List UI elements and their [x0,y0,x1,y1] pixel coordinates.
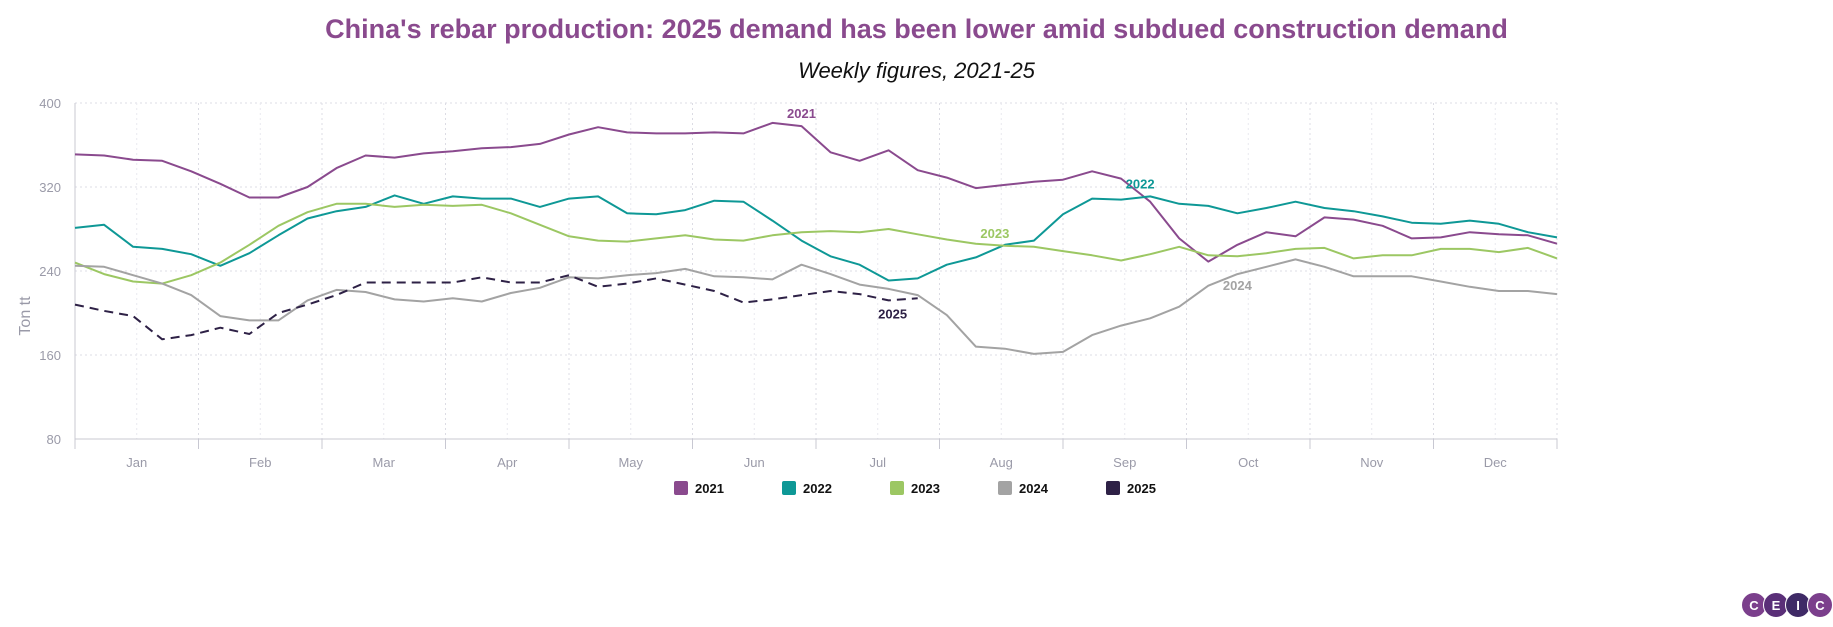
x-tick-label: Jun [744,455,765,470]
logo-letter: C [1741,592,1767,618]
y-axis-title: Ton tt [17,296,34,336]
legend-label-2022: 2022 [803,481,832,496]
series-line-2023 [74,202,1558,285]
x-tick-label: Feb [249,455,271,470]
legend-label-2021: 2021 [695,481,724,496]
x-tick-label: May [618,455,643,470]
x-tick-label: Aug [990,455,1013,470]
series-layer [74,121,1558,355]
series-line-2025 [74,274,918,341]
legend-swatch-2021 [674,481,688,495]
series-annotation-2024: 2024 [1223,278,1253,293]
y-tick-label: 240 [39,264,61,279]
series-line-2022 [74,194,1558,282]
legend-swatch-2022 [782,481,796,495]
x-tick-label: Oct [1238,455,1259,470]
legend-label-2024: 2024 [1019,481,1049,496]
y-tick-label: 400 [39,96,61,111]
y-tick-label: 160 [39,348,61,363]
logo-letter: C [1807,592,1833,618]
chart-title: China's rebar production: 2025 demand ha… [325,14,1508,44]
x-tick-label: Jan [126,455,147,470]
legend-label-2025: 2025 [1127,481,1156,496]
legend-swatch-2025 [1106,481,1120,495]
legend-swatch-2023 [890,481,904,495]
legend-swatch-2024 [998,481,1012,495]
chart-subtitle: Weekly figures, 2021-25 [798,58,1035,83]
x-tick-label: Sep [1113,455,1136,470]
series-annotation-2021: 2021 [787,106,816,121]
label-layer: 2021 2022 2023 2024 2025 [787,106,1253,321]
series-annotation-2022: 2022 [1126,176,1155,191]
series-line-2021 [74,121,1558,263]
x-tick-label: Nov [1360,455,1384,470]
legend: 2021 2022 2023 2024 2025 [674,481,1156,496]
y-tick-label: 320 [39,180,61,195]
y-tick-label: 80 [47,432,61,447]
x-tick-label: Mar [373,455,396,470]
axis-layer: 80 160 240 320 400 Jan Feb Mar Apr May Jun Jul Aug Se… [39,96,1558,470]
series-annotation-2023: 2023 [980,226,1009,241]
series-line-2024 [74,258,1558,355]
x-tick-label: Dec [1484,455,1508,470]
x-tick-label: Jul [869,455,886,470]
legend-label-2023: 2023 [911,481,940,496]
series-annotation-2025: 2025 [878,306,907,321]
x-tick-label: Apr [497,455,518,470]
ceic-logo: C E I C [1741,592,1833,618]
